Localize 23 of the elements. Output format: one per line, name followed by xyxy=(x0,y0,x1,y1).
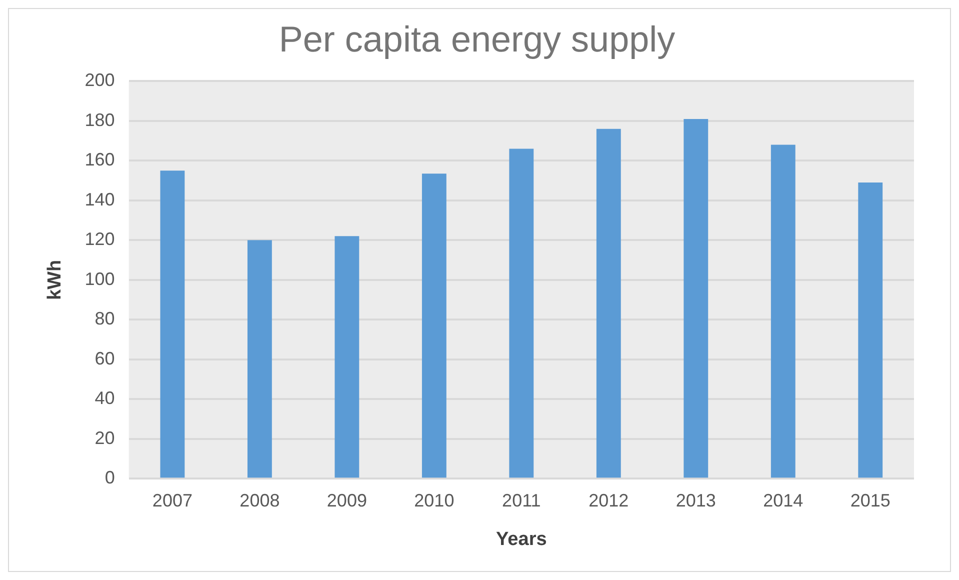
x-tick-label: 2014 xyxy=(763,490,804,510)
y-tick-label: 180 xyxy=(84,110,115,130)
y-tick-label: 40 xyxy=(94,388,115,408)
x-tick-label: 2013 xyxy=(676,490,716,510)
y-tick-label: 200 xyxy=(84,70,115,90)
y-tick-label: 140 xyxy=(84,189,115,210)
y-tick-label: 160 xyxy=(84,150,115,170)
y-tick-label: 20 xyxy=(94,428,115,448)
chart-title: Per capita energy supply xyxy=(278,18,676,60)
x-tick-label: 2012 xyxy=(588,490,629,510)
x-tick-label: 2011 xyxy=(502,490,541,510)
y-tick-label: 0 xyxy=(104,468,115,488)
x-tick-label: 2007 xyxy=(152,490,192,510)
y-axis-title: kWh xyxy=(44,260,66,300)
x-tick-label: 2015 xyxy=(850,490,890,510)
x-tick-label: 2010 xyxy=(414,490,454,510)
y-tick-label: 100 xyxy=(84,268,115,289)
y-tick-label: 80 xyxy=(94,308,115,329)
x-tick-label: 2008 xyxy=(240,490,280,510)
y-tick-label: 120 xyxy=(84,229,115,250)
y-tick-label: 60 xyxy=(94,348,115,368)
x-tick-label: 2009 xyxy=(326,490,367,510)
x-axis-title: Years xyxy=(496,528,547,550)
